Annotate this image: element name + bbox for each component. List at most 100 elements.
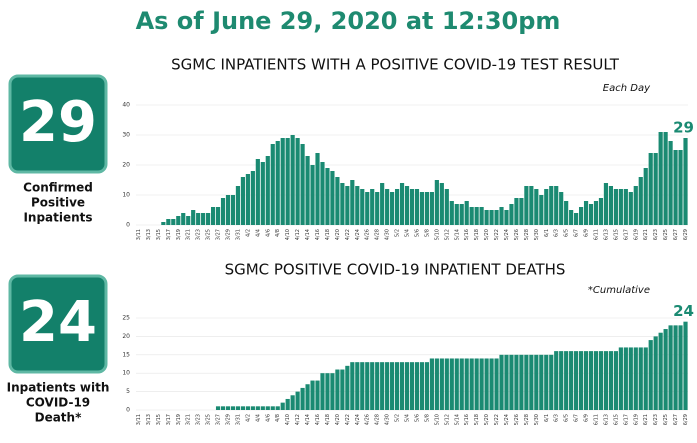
bar <box>549 354 554 410</box>
y-tick-label: 25 <box>122 315 130 322</box>
bar <box>310 380 315 410</box>
bar <box>345 186 350 225</box>
x-tick-label: 5/22 <box>494 229 500 240</box>
bar <box>529 186 534 225</box>
x-tick-label: 4/20 <box>335 414 341 425</box>
x-tick-label: 4/6 <box>265 414 271 422</box>
bar <box>494 210 499 225</box>
x-tick-label: 4/28 <box>375 414 381 425</box>
x-tick-label: 6/7 <box>574 229 580 237</box>
bar <box>534 189 539 225</box>
bar <box>250 406 255 410</box>
bar <box>484 210 489 225</box>
x-tick-label: 6/21 <box>643 414 649 425</box>
bar <box>429 358 434 410</box>
x-tick-label: 5/12 <box>444 414 450 425</box>
bar <box>524 354 529 410</box>
bar <box>380 183 385 225</box>
bar <box>444 358 449 410</box>
bar <box>554 351 559 410</box>
x-tick-label: 6/17 <box>623 229 629 240</box>
x-tick-label: 3/15 <box>156 414 162 425</box>
x-tick-label: 6/3 <box>554 414 560 422</box>
bar <box>350 180 355 225</box>
x-tick-label: 6/5 <box>564 229 570 237</box>
bar <box>658 132 663 225</box>
y-tick-label: 10 <box>122 370 130 377</box>
bar <box>394 189 400 225</box>
bar <box>574 351 579 410</box>
bar <box>385 189 390 225</box>
bar <box>230 406 236 410</box>
bar <box>509 204 514 225</box>
bar <box>464 201 469 225</box>
bar <box>424 192 430 225</box>
bar <box>648 340 653 410</box>
bar <box>375 362 380 410</box>
bar <box>489 358 494 410</box>
y-tick-label: 10 <box>122 192 130 199</box>
bar <box>305 384 310 410</box>
bar <box>663 132 668 225</box>
x-tick-label: 4/18 <box>325 229 331 240</box>
bar <box>230 195 236 225</box>
x-tick-label: 4/10 <box>285 229 291 240</box>
bar <box>240 177 246 225</box>
bar <box>474 207 479 225</box>
bar <box>474 358 479 410</box>
bar <box>459 358 464 410</box>
x-tick-label: 6/27 <box>673 229 679 240</box>
x-tick-label: 6/9 <box>584 229 590 237</box>
bar <box>673 150 678 225</box>
x-tick-label: 5/8 <box>424 414 430 422</box>
x-tick-label: 5/10 <box>434 414 440 425</box>
bar <box>290 395 295 410</box>
bar <box>390 192 395 225</box>
bar <box>549 186 554 225</box>
x-tick-label: 4/14 <box>305 229 311 240</box>
x-tick-label: 5/26 <box>514 229 520 240</box>
chart-annotation: Each Day <box>603 83 651 94</box>
y-tick-label: 0 <box>126 222 130 229</box>
bar <box>613 351 618 410</box>
x-tick-label: 5/20 <box>484 414 490 425</box>
x-tick-label: 5/14 <box>454 229 460 240</box>
x-tick-label: 3/29 <box>226 229 232 240</box>
bar <box>320 373 325 410</box>
bar <box>489 210 494 225</box>
x-tick-label: 4/22 <box>345 229 351 240</box>
bar <box>683 138 688 225</box>
chart-title: SGMC INPATIENTS WITH A POSITIVE COVID-19… <box>171 56 620 74</box>
bar <box>588 204 594 225</box>
x-tick-label: 6/29 <box>683 229 689 240</box>
x-tick-label: 5/26 <box>514 414 520 425</box>
bar <box>215 207 221 225</box>
x-tick-label: 4/4 <box>255 414 261 422</box>
bar <box>583 201 589 225</box>
x-tick-label: 3/15 <box>156 229 162 240</box>
bar <box>439 358 444 410</box>
bar <box>325 373 330 410</box>
bar <box>449 358 454 410</box>
x-tick-label: 6/21 <box>643 229 649 240</box>
bar <box>544 354 549 410</box>
x-tick-label: 6/15 <box>613 229 619 240</box>
x-tick-label: 4/16 <box>315 414 321 425</box>
bar <box>574 213 579 225</box>
bar <box>320 162 325 225</box>
bar <box>499 207 504 225</box>
bar <box>300 387 305 410</box>
bar <box>210 207 216 225</box>
x-tick-label: 4/26 <box>365 414 371 425</box>
bar <box>469 358 474 410</box>
stat-label: Confirmed <box>23 181 93 195</box>
y-tick-label: 30 <box>122 132 130 139</box>
x-tick-label: 4/6 <box>265 229 271 237</box>
bar <box>260 406 265 410</box>
bar <box>335 177 340 225</box>
bar <box>225 195 231 225</box>
bar <box>673 325 678 410</box>
bar <box>459 204 464 225</box>
x-tick-label: 5/22 <box>494 414 500 425</box>
bar <box>454 358 459 410</box>
